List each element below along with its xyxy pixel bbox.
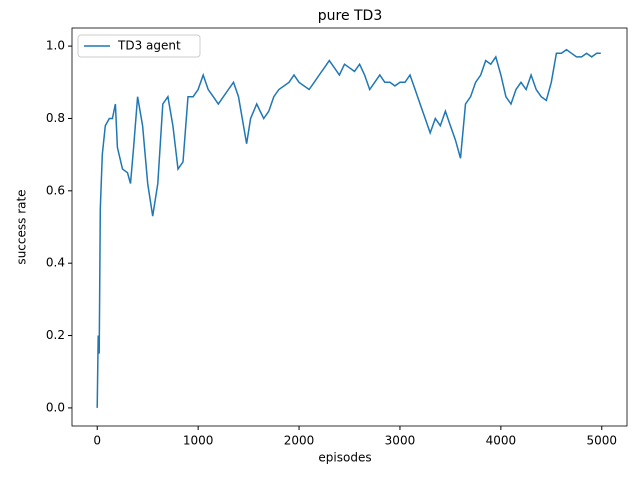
y-tick-label: 0.6 [46, 183, 65, 197]
data-line [96, 48, 601, 408]
y-tick-label: 1.0 [46, 39, 65, 53]
y-tick-label: 0.8 [46, 111, 65, 125]
x-tick-label: 0 [93, 434, 101, 448]
legend-box [77, 34, 201, 58]
y-tick-label: 0.0 [46, 400, 65, 414]
y-tick-label: 0.4 [46, 256, 65, 270]
x-tick-label: 3000 [385, 434, 416, 448]
x-tick-label: 4000 [486, 434, 517, 448]
x-tick-label: 5000 [586, 434, 617, 448]
y-axis-label: success rate [15, 189, 29, 264]
y-tick-label: 0.2 [46, 328, 65, 342]
legend-label: TD3 agent [117, 39, 181, 53]
chart-title: pure TD3 [318, 8, 383, 24]
x-tick-label: 2000 [284, 434, 315, 448]
plot-frame [71, 27, 628, 427]
x-axis-label: episodes [318, 451, 371, 465]
x-tick-label: 1000 [183, 434, 214, 448]
